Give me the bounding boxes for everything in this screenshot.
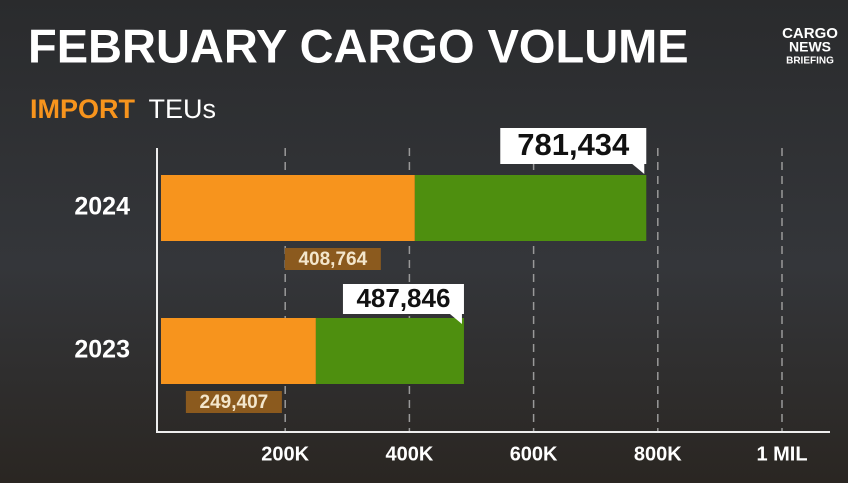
chart-title: FEBRUARY CARGO VOLUME (28, 19, 689, 72)
logo-line: NEWS (789, 39, 831, 55)
bar-segment (161, 318, 316, 384)
bar-segment (161, 175, 415, 241)
y-tick-label: 2024 (74, 193, 130, 221)
x-tick-label: 800K (634, 443, 682, 465)
subtitle-rest: TEUs (149, 94, 217, 124)
logo-line: CARGO (782, 25, 838, 42)
logo-line: BRIEFING (786, 56, 834, 67)
total-label: 487,846 (356, 283, 450, 313)
x-tick-label: 200K (261, 443, 309, 465)
total-label-pointer (449, 314, 462, 324)
value-label-box (185, 391, 282, 413)
x-tick-label: 600K (510, 443, 558, 465)
total-label-pointer (632, 164, 645, 174)
value-label-box (284, 248, 381, 270)
x-tick-label: 400K (385, 443, 433, 465)
value-label: 249,407 (200, 392, 269, 413)
subtitle-highlight: IMPORT (30, 94, 136, 124)
total-label-box (500, 128, 647, 164)
x-tick-label: 1 MIL (756, 443, 807, 465)
value-label: 408,764 (298, 249, 367, 270)
y-tick-label: 2023 (74, 336, 130, 364)
bar-segment (315, 318, 464, 384)
bar-segment (414, 175, 647, 241)
subtitle: IMPORT TEUs (30, 94, 216, 124)
total-label: 781,434 (517, 127, 630, 162)
total-label-box (342, 284, 464, 314)
